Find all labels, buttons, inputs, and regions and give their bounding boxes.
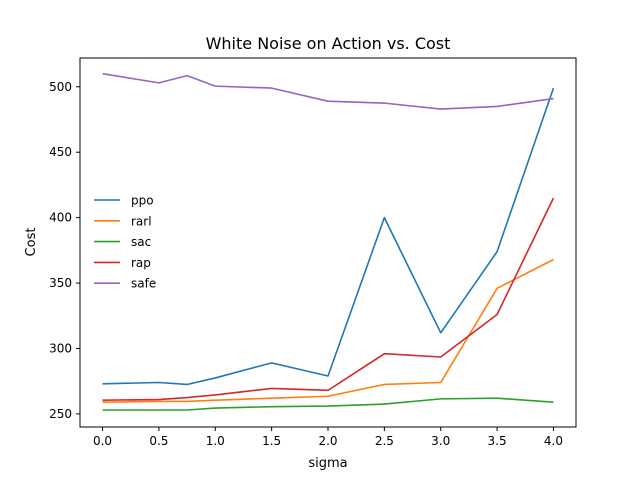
x-axis-label: sigma [308, 456, 347, 471]
series-line-sac [102, 397, 554, 411]
plot-content [102, 72, 555, 411]
y-tick-label: 350 [49, 276, 72, 290]
x-tick-label: 0.5 [149, 434, 168, 448]
series-line-rap [102, 197, 555, 401]
plot-frame [79, 57, 577, 428]
legend-label-sac: sac [131, 235, 151, 249]
x-tick-label: 3.0 [431, 434, 450, 448]
x-tick-label: 1.0 [206, 434, 225, 448]
series-line-ppo [102, 87, 555, 386]
chart-title: White Noise on Action vs. Cost [206, 34, 451, 53]
y-tick-label: 300 [49, 341, 72, 355]
y-tick-label: 450 [49, 145, 72, 159]
y-tick-label: 500 [49, 80, 72, 94]
y-axis-ticks: 250 300 350 400 450 500 [49, 80, 80, 421]
x-tick-label: 3.5 [488, 434, 507, 448]
x-tick-label: 1.5 [262, 434, 281, 448]
x-tick-label: 2.0 [318, 434, 337, 448]
x-tick-label: 0.0 [93, 434, 112, 448]
y-tick-label: 250 [49, 407, 72, 421]
series-line-rarl [102, 258, 554, 403]
x-tick-label: 4.0 [544, 434, 563, 448]
x-axis-ticks: 0.0 0.5 1.0 1.5 2.0 2.5 3.0 3.5 4.0 [93, 427, 563, 448]
y-axis-label: Cost [24, 228, 39, 257]
legend-label-rap: rap [131, 256, 151, 270]
series-line-safe [102, 72, 554, 110]
y-tick-label: 400 [49, 211, 72, 225]
legend: ppo rarl sac rap safe [94, 194, 156, 291]
legend-label-ppo: ppo [131, 194, 154, 208]
legend-label-rarl: rarl [131, 214, 152, 228]
legend-label-safe: safe [131, 277, 156, 291]
x-tick-label: 2.5 [375, 434, 394, 448]
